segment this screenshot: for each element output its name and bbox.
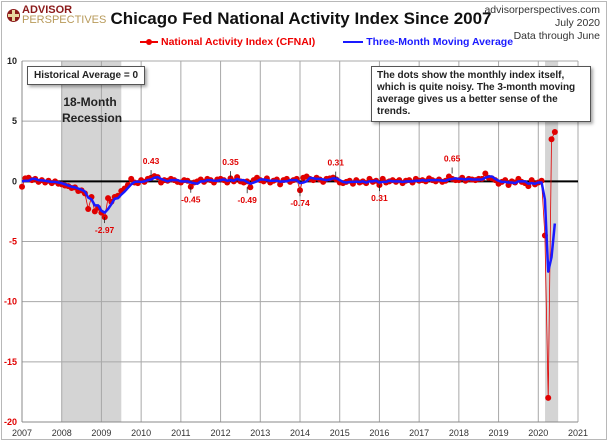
y-tick-label: -5: [9, 237, 17, 247]
x-tick-label: 2020: [528, 428, 548, 438]
x-tick-label: 2015: [330, 428, 350, 438]
y-tick-label: 0: [12, 176, 17, 186]
x-tick-label: 2013: [250, 428, 270, 438]
annotation-label: -0.74: [290, 198, 310, 208]
x-tick-label: 2018: [449, 428, 469, 438]
cfnai-point: [277, 181, 284, 188]
annotation-label: -2.97: [95, 225, 115, 235]
cfnai-point: [528, 177, 535, 184]
cfnai-point: [19, 183, 25, 190]
source-data-through: Data through June: [513, 30, 600, 42]
x-tick-label: 2010: [131, 428, 151, 438]
annotation-label: -0.45: [181, 195, 201, 205]
legend-item-cfnai: National Activity Index (CFNAI): [140, 36, 315, 48]
x-tick-label: 2007: [12, 428, 32, 438]
y-tick-label: -10: [4, 297, 17, 307]
x-tick-label: 2009: [91, 428, 111, 438]
historical-average-note: Historical Average = 0: [27, 66, 146, 85]
legend: National Activity Index (CFNAI) Three-Mo…: [140, 36, 541, 48]
y-tick-label: 10: [7, 56, 17, 66]
cfnai-point: [247, 184, 254, 191]
cfnai-point: [85, 206, 92, 213]
y-tick-label: -15: [4, 357, 17, 367]
moving-average-series-layer: [21, 175, 557, 273]
cfnai-point: [545, 394, 552, 401]
chart-title-text: Chicago Fed National Activity Index Sinc…: [110, 9, 492, 28]
x-tick-label: 2021: [568, 428, 588, 438]
x-tick-label: 2019: [489, 428, 509, 438]
legend-label-ma3: Three-Month Moving Average: [366, 36, 514, 48]
explanation-note: The dots show the monthly index itself, …: [371, 66, 591, 122]
legend-line-icon: [343, 40, 364, 44]
recession-label-line1: 18-Month: [63, 95, 117, 109]
source-date: July 2020: [555, 17, 600, 29]
recession-label-line2: Recession: [62, 111, 123, 125]
brand-line2: PERSPECTIVES: [22, 14, 107, 26]
chart-title: Chicago Fed National Activity Index Sinc…: [0, 9, 610, 29]
legend-label-cfnai: National Activity Index (CFNAI): [161, 36, 316, 48]
x-tick-label: 2016: [369, 428, 389, 438]
brand-line1: ADVISOR: [22, 4, 73, 16]
legend-line-marker-icon: [140, 39, 158, 44]
source-block: advisorperspectives.com July 2020 Data t…: [484, 4, 600, 43]
annotation-label: -0.49: [237, 195, 257, 205]
x-tick-label: 2008: [52, 428, 72, 438]
annotation-label: 0.31: [327, 158, 344, 168]
x-tick-label: 2014: [290, 428, 310, 438]
y-tick-label: 5: [12, 116, 17, 126]
cfnai-point: [482, 170, 489, 177]
source-site: advisorperspectives.com: [484, 4, 600, 16]
annotation-label: 0.31: [371, 193, 388, 203]
tick-labels-layer: 2007 2008 2009 2010 2011 2012 2013 2014 2015 2016…: [4, 56, 588, 438]
x-tick-label: 2011: [171, 428, 190, 438]
compass-icon: [7, 8, 20, 22]
annotation-label: 0.43: [143, 156, 160, 166]
x-tick-label: 2012: [211, 428, 231, 438]
recession-label: 18-Month Recession: [62, 94, 123, 126]
cfnai-point: [548, 136, 555, 143]
cfnai-point: [551, 128, 558, 135]
annotations-layer: -2.97 0.43 -0.45 0.35 -0.49 -0.74 0.31 0.31 0.65: [95, 154, 461, 236]
y-tick-label: -20: [4, 417, 17, 427]
brand-logo: ADVISOR PERSPECTIVES: [7, 4, 107, 26]
annotation-label: 0.35: [222, 157, 239, 167]
annotation-label: 0.65: [444, 154, 461, 164]
axes-layer: [21, 61, 578, 423]
moving-average-line: [21, 175, 557, 273]
legend-item-ma3: Three-Month Moving Average: [343, 36, 513, 48]
x-tick-label: 2017: [409, 428, 429, 438]
